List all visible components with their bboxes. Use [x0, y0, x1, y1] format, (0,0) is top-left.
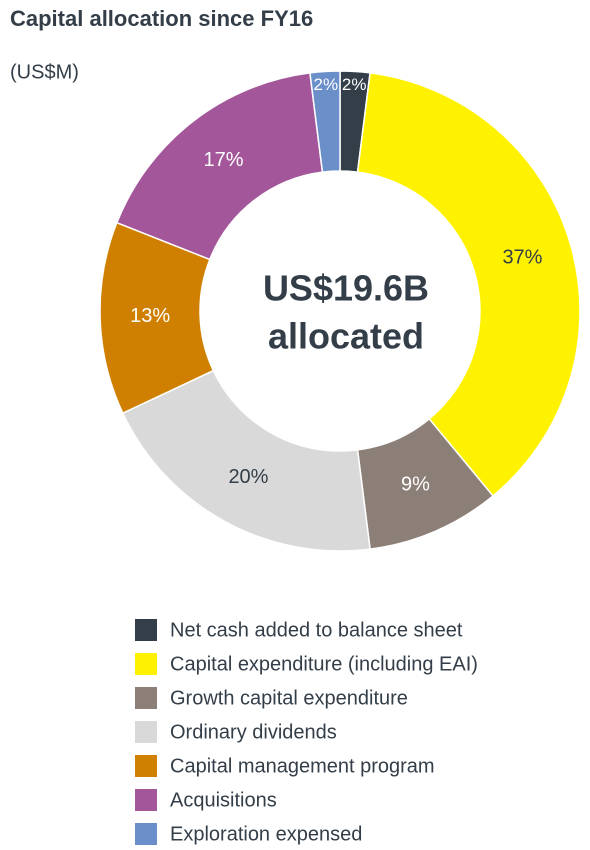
legend-label: Net cash added to balance sheet: [170, 619, 463, 641]
chart-subtitle: (US$M): [10, 61, 79, 83]
legend-label: Ordinary dividends: [170, 721, 337, 743]
data-label: 2%: [314, 75, 339, 94]
center-text: allocated: [268, 316, 424, 357]
donut-slice: [309, 70, 341, 173]
chart-title: Capital allocation since FY16: [10, 6, 313, 31]
data-label: 17%: [204, 149, 244, 171]
data-label: 9%: [401, 474, 430, 496]
data-label: 20%: [228, 466, 268, 488]
center-text: US$19.6B: [263, 268, 429, 309]
legend-label: Growth capital expenditure: [170, 687, 408, 709]
legend-swatch: [135, 687, 157, 709]
data-label: 13%: [130, 305, 170, 327]
data-label: 37%: [502, 246, 542, 268]
legend-label: Capital management program: [170, 755, 435, 777]
legend-label: Capital expenditure (including EAI): [170, 653, 478, 675]
donut-slice: [121, 369, 371, 552]
legend-label: Exploration expensed: [170, 823, 362, 845]
legend-label: Acquisitions: [170, 789, 277, 811]
legend-swatch: [135, 653, 157, 675]
donut-slice: [356, 72, 581, 497]
legend-swatch: [135, 721, 157, 743]
legend-swatch: [135, 823, 157, 845]
legend-swatch: [135, 789, 157, 811]
legend-swatch: [135, 619, 157, 641]
legend-swatch: [135, 755, 157, 777]
data-label: 2%: [342, 75, 367, 94]
